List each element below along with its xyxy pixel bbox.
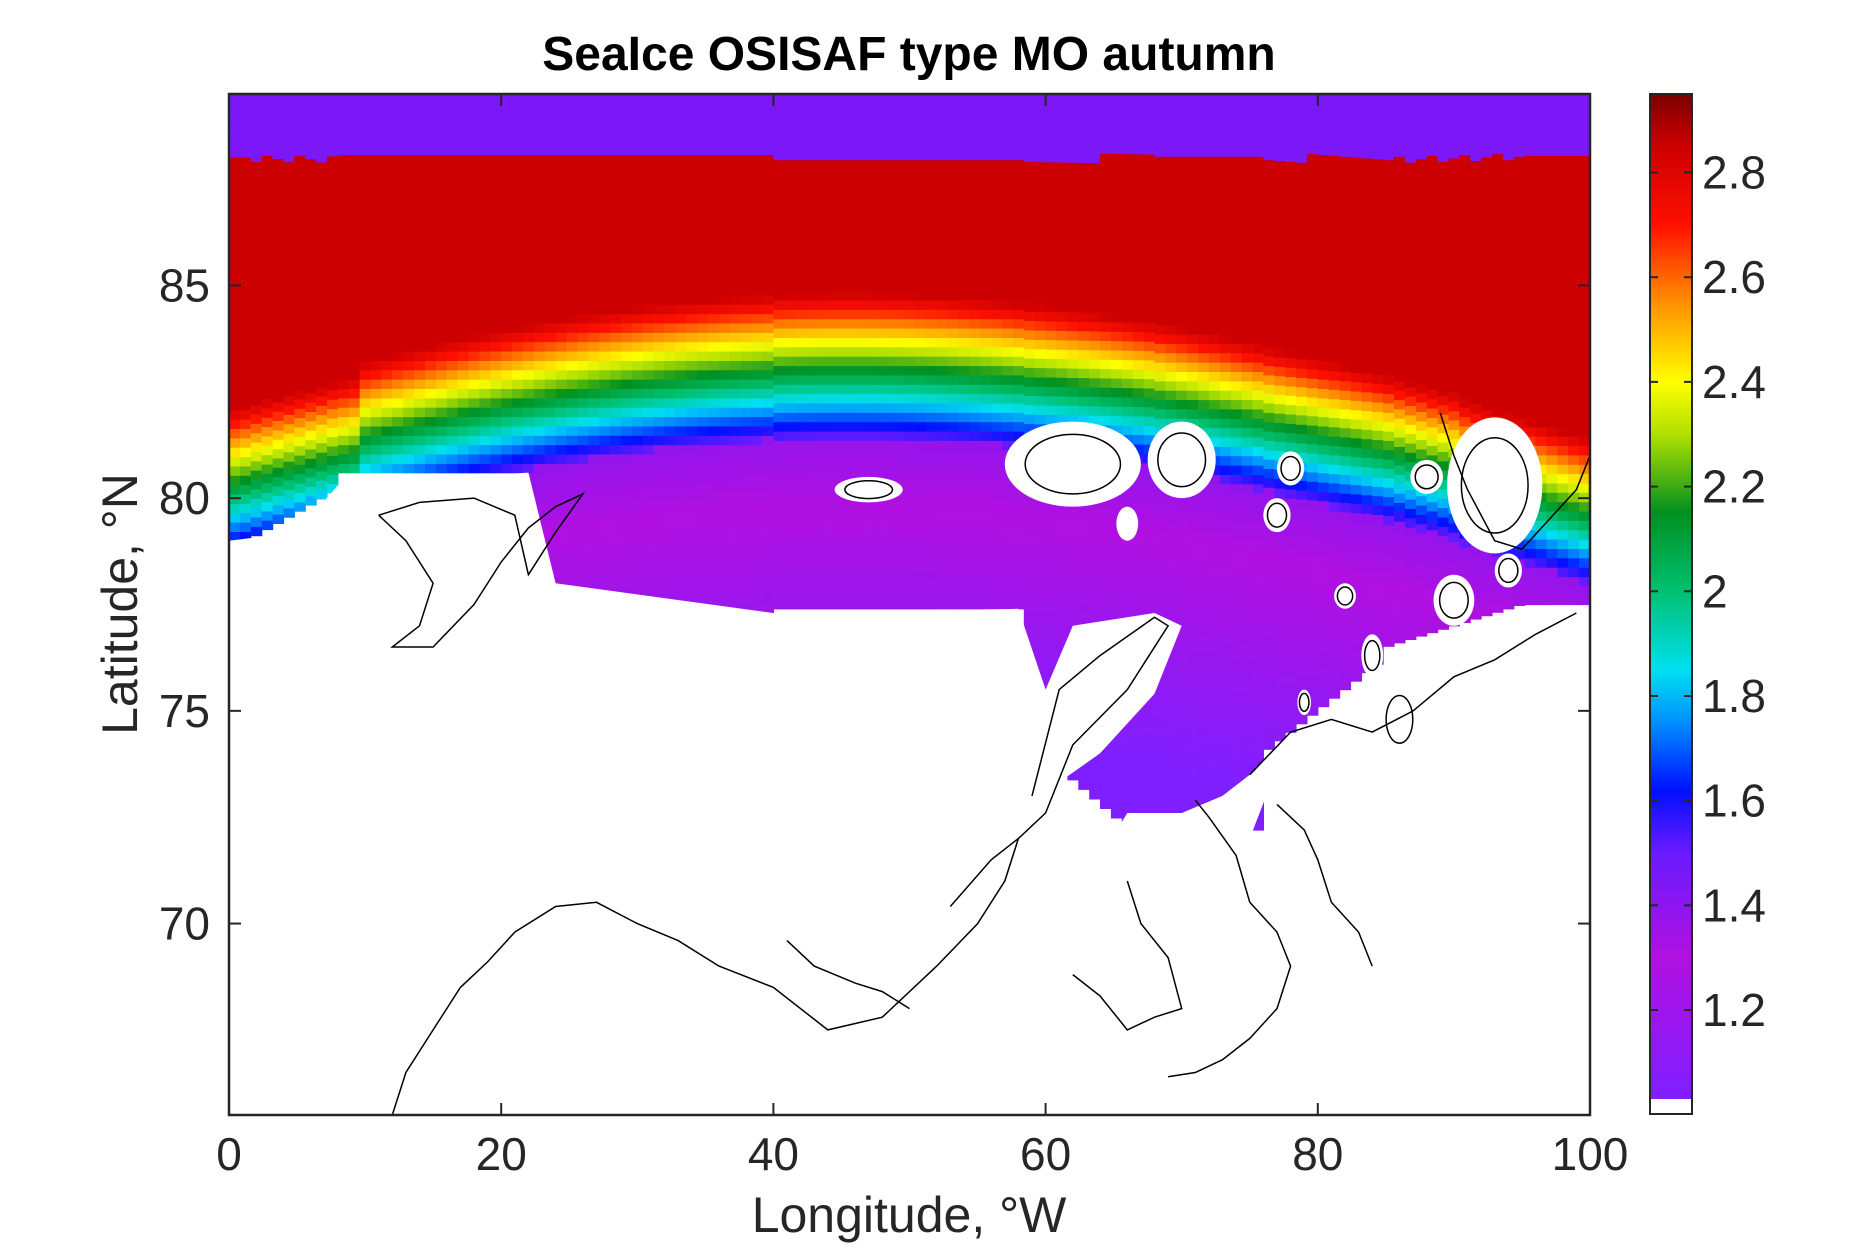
island-outline (1363, 639, 1381, 672)
island-outline (1498, 557, 1519, 584)
plot-area (229, 94, 1590, 1115)
coastline-segment (786, 940, 910, 1010)
colorbar-tick-label: 1.2 (1702, 984, 1766, 1036)
island-outline (1280, 455, 1301, 482)
x-tick-label: 80 (1292, 1128, 1343, 1180)
colorbar-tick-label: 2.6 (1702, 251, 1766, 303)
colorbar-ticks: 1.2 1.4 1.6 1.8 2 2.2 2.4 2.6 2.8 (1650, 147, 1766, 1036)
island-outline (1336, 586, 1354, 606)
coastline-segment (1276, 803, 1373, 967)
y-tick-label: 70 (159, 898, 210, 950)
y-axis-label: Latitude, °N (92, 473, 148, 735)
colorbar-tick-label: 2.4 (1702, 356, 1766, 408)
x-tick-label: 0 (216, 1128, 242, 1180)
x-tick-label: 60 (1020, 1128, 1071, 1180)
y-tick-label: 80 (159, 472, 210, 524)
colorbar-tick-label: 1.6 (1702, 775, 1766, 827)
coastline-segment (378, 492, 586, 648)
coastline-segment (1249, 612, 1577, 776)
island-outline (1024, 433, 1122, 495)
island-outline (1298, 692, 1310, 713)
island-outline (1266, 502, 1288, 528)
colorbar-tick-label: 2.8 (1702, 147, 1766, 199)
coastline (378, 412, 1590, 1115)
island-outline (1460, 436, 1529, 534)
x-axis: 0 20 40 60 80 100 (216, 94, 1628, 1180)
y-axis: 70 75 80 85 (159, 259, 1590, 950)
island-outline (844, 479, 894, 500)
coastline-segment (391, 838, 1020, 1115)
sea-ice-thickness-field (229, 94, 1590, 1094)
x-axis-label: Longitude, °W (752, 1187, 1067, 1243)
island-outline (1438, 581, 1469, 619)
y-tick-label: 75 (159, 685, 210, 737)
coastline-segment (1072, 880, 1183, 1031)
coastline-segment (1167, 799, 1292, 1078)
coastline-segment (1439, 412, 1590, 551)
chart-title: SeaIce OSISAF type MO autumn (542, 28, 1276, 81)
island-outline (1414, 464, 1439, 490)
x-tick-label: 40 (748, 1128, 799, 1180)
colorbar-scale (1650, 94, 1692, 1099)
x-tick-label: 100 (1552, 1128, 1629, 1180)
colorbar-nan-swatch (1650, 1099, 1692, 1114)
coastline-segment (949, 616, 1170, 907)
colorbar-tick-label: 1.4 (1702, 879, 1766, 931)
island-outline (1385, 694, 1414, 744)
island-outline (1157, 432, 1207, 488)
colorbar-tick-label: 2 (1702, 565, 1728, 617)
colorbar-tick-label: 2.2 (1702, 461, 1766, 513)
colorbar-frame (1649, 93, 1693, 1115)
plot-frame (227, 92, 1592, 1117)
x-tick-label: 20 (476, 1128, 527, 1180)
y-tick-label: 85 (159, 259, 210, 311)
colorbar-tick-label: 1.8 (1702, 670, 1766, 722)
colorbar: 1.2 1.4 1.6 1.8 2 2.2 2.4 2.6 2.8 (1649, 93, 1766, 1115)
